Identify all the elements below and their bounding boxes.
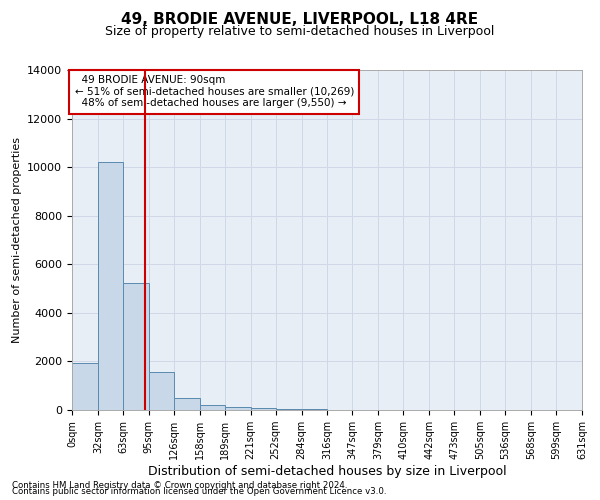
Y-axis label: Number of semi-detached properties: Number of semi-detached properties — [11, 137, 22, 343]
Text: Size of property relative to semi-detached houses in Liverpool: Size of property relative to semi-detach… — [106, 25, 494, 38]
Text: 49 BRODIE AVENUE: 90sqm
← 51% of semi-detached houses are smaller (10,269)
  48%: 49 BRODIE AVENUE: 90sqm ← 51% of semi-de… — [74, 75, 354, 108]
Bar — [123, 282, 149, 410]
Bar — [251, 408, 275, 410]
Bar — [200, 405, 225, 410]
Bar — [72, 362, 98, 410]
Text: Contains HM Land Registry data © Crown copyright and database right 2024.: Contains HM Land Registry data © Crown c… — [12, 481, 347, 490]
Bar — [174, 398, 200, 410]
Bar — [98, 162, 123, 410]
Text: Contains public sector information licensed under the Open Government Licence v3: Contains public sector information licen… — [12, 488, 386, 496]
X-axis label: Distribution of semi-detached houses by size in Liverpool: Distribution of semi-detached houses by … — [148, 465, 506, 478]
Bar — [149, 372, 174, 410]
Bar — [225, 407, 251, 410]
Bar — [275, 409, 302, 410]
Bar — [302, 409, 328, 410]
Text: 49, BRODIE AVENUE, LIVERPOOL, L18 4RE: 49, BRODIE AVENUE, LIVERPOOL, L18 4RE — [121, 12, 479, 28]
